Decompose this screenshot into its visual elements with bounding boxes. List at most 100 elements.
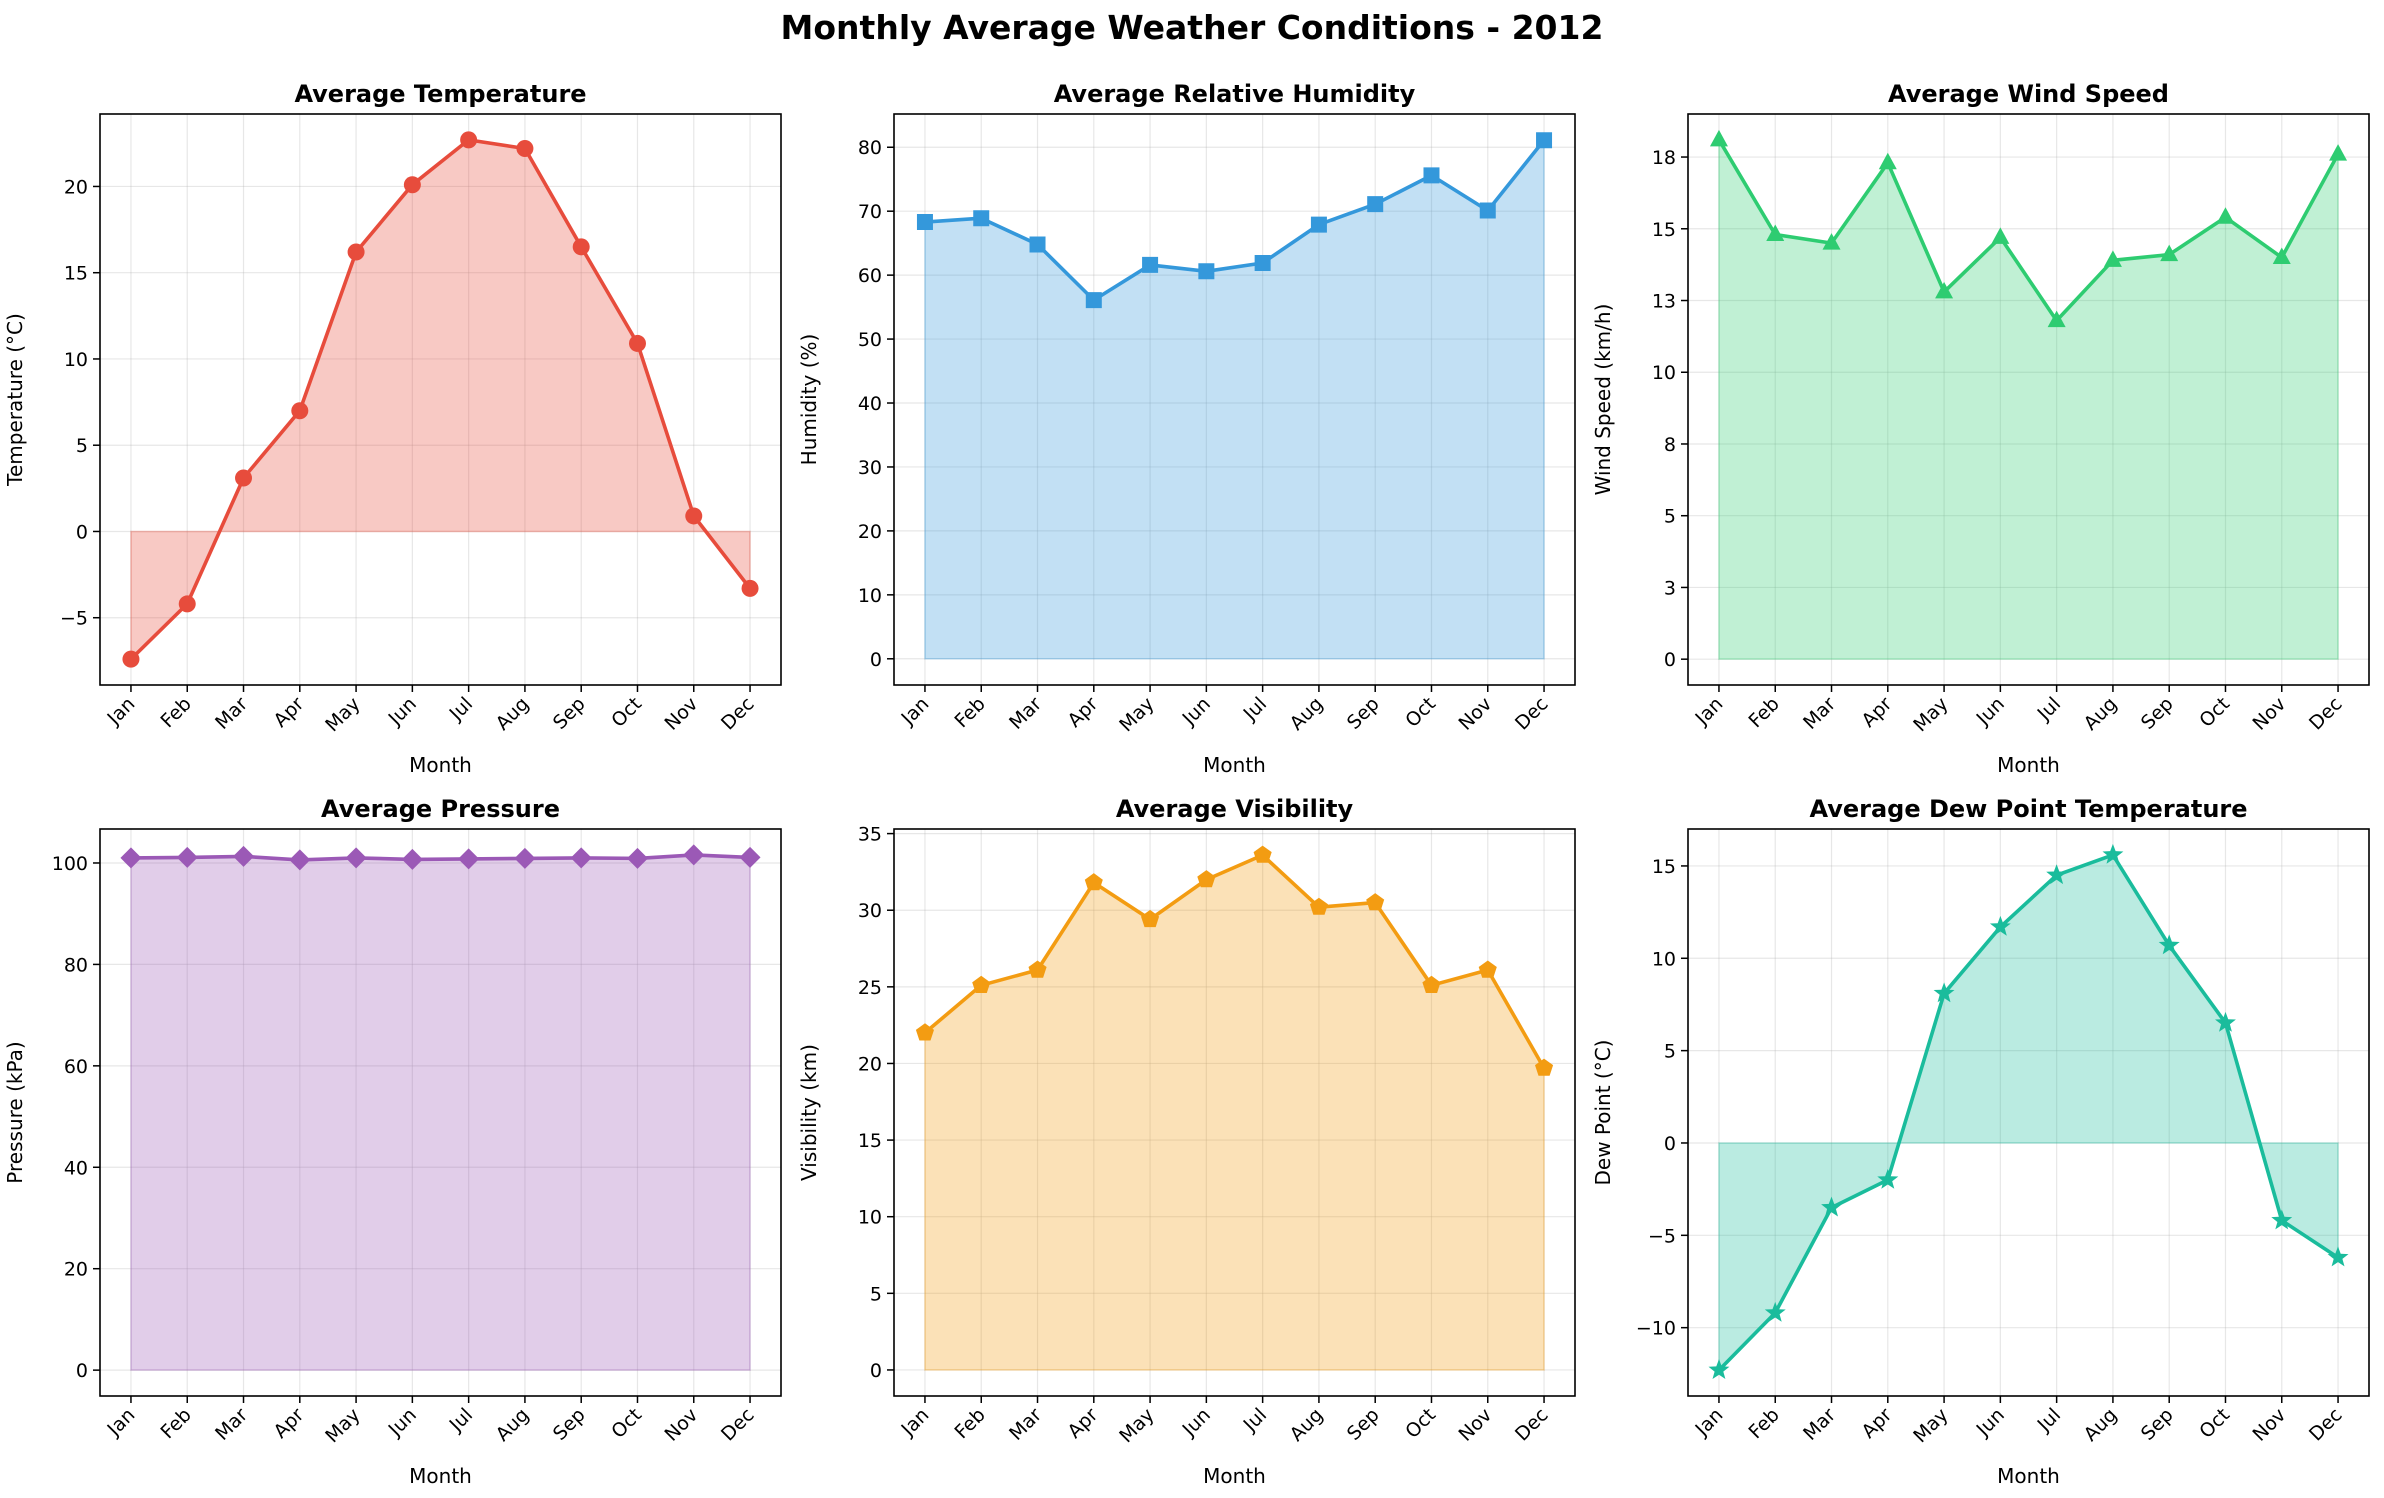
x-tick-label: Oct — [2195, 1404, 2234, 1443]
x-tick-label: Jul — [1239, 1404, 1271, 1436]
y-tick-label: 20 — [858, 1053, 882, 1075]
data-point — [973, 210, 990, 227]
y-tick-label: 40 — [64, 1157, 88, 1179]
x-tick-label: Dec — [1511, 693, 1553, 735]
x-tick-label: Apr — [270, 1404, 309, 1443]
data-point — [1935, 281, 1954, 299]
y-tick-label: 20 — [64, 1259, 88, 1281]
data-point — [1142, 256, 1159, 273]
data-point — [685, 507, 703, 525]
chart-title: Average Relative Humidity — [1054, 80, 1416, 108]
x-tick-label: Apr — [270, 693, 309, 732]
x-tick-label: May — [1909, 1404, 1952, 1447]
x-tick-label: Nov — [2249, 693, 2291, 735]
y-tick-label: 0 — [1664, 1133, 1676, 1155]
data-point — [120, 847, 142, 869]
data-point — [1198, 263, 1215, 280]
data-point — [233, 845, 255, 867]
data-point — [176, 846, 198, 868]
x-tick-label: Jan — [897, 1404, 934, 1441]
y-tick-label: 10 — [858, 1207, 882, 1229]
y-tick-label: 80 — [858, 137, 882, 159]
y-tick-label: 20 — [64, 176, 88, 198]
x-tick-label: Mar — [211, 693, 252, 734]
grid — [100, 114, 781, 685]
x-tick-label: May — [1115, 1404, 1158, 1447]
data-point — [2158, 934, 2180, 955]
series-line — [924, 139, 1546, 302]
series-area — [924, 854, 1545, 1371]
chart-panel-1: −5 0 5 10 15 20 Jan Feb Mar Apr May Jun Jul Aug Sep Oct… — [3, 80, 782, 777]
chart-panel-5: 0 5 10 15 20 25 30 35 Jan Feb Mar Apr May Jun Jul Aug Se… — [797, 795, 1576, 1488]
series-line — [923, 853, 1546, 1069]
x-tick-label: Dec — [1511, 1404, 1553, 1446]
data-point — [1028, 960, 1047, 978]
x-tick-label: Feb — [156, 1404, 195, 1443]
x-tick-label: Aug — [1286, 1404, 1328, 1446]
data-point — [1535, 1058, 1554, 1076]
y-tick-label: 15 — [64, 263, 88, 285]
y-tick-label: 15 — [858, 1130, 882, 1152]
y-tick-label: 10 — [1652, 948, 1676, 970]
data-point — [1141, 909, 1160, 928]
x-tick-label: Nov — [1455, 693, 1497, 735]
x-axis-label: Month — [409, 1464, 472, 1488]
y-tick-label: 3 — [1664, 577, 1676, 599]
figure-title: Monthly Average Weather Conditions - 201… — [780, 8, 1604, 47]
series-area — [1718, 853, 2339, 1372]
y-tick-label: 15 — [1652, 219, 1676, 241]
y-axis-label: Temperature (°C) — [3, 313, 27, 487]
y-tick-label: 10 — [1652, 362, 1676, 384]
x-tick-label: Feb — [1744, 1404, 1783, 1443]
x-tick-label: Jul — [445, 693, 477, 725]
x-tick-label: Jun — [1972, 1404, 2009, 1441]
x-tick-label: Jan — [1691, 1404, 1728, 1441]
data-point — [460, 131, 478, 149]
data-point — [1877, 1168, 1899, 1189]
x-tick-label: Dec — [717, 1404, 759, 1446]
y-axis-label: Humidity (%) — [797, 334, 821, 466]
chart-panel-3: 0 3 5 8 10 13 15 18 Jan Feb Mar Apr May Jun Jul Aug Sep O… — [1591, 80, 2370, 777]
x-tick-label: Jan — [1691, 693, 1728, 730]
data-point — [514, 847, 536, 869]
data-point — [2271, 1209, 2293, 1230]
x-tick-label: Jun — [1178, 1404, 1215, 1441]
grid — [100, 829, 781, 1396]
axes-frame — [99, 828, 782, 1397]
x-axis-label: Month — [1997, 1464, 2060, 1488]
data-point — [1423, 167, 1440, 184]
data-point — [1310, 216, 1327, 233]
data-point — [2047, 310, 2066, 328]
y-tick-label: 0 — [1664, 649, 1676, 671]
grid — [1688, 114, 2369, 685]
x-tick-label: Sep — [549, 1404, 590, 1445]
y-tick-label: 20 — [858, 521, 882, 543]
data-point — [235, 469, 253, 487]
x-tick-label: May — [321, 693, 364, 736]
data-point — [2329, 144, 2348, 161]
x-tick-label: Jun — [384, 1404, 421, 1441]
data-point — [1878, 152, 1897, 170]
data-point — [1991, 227, 2010, 244]
data-point — [1029, 236, 1046, 253]
y-tick-label: 35 — [858, 824, 882, 846]
data-point — [1709, 129, 1728, 147]
chart-panel-6: −10 −5 0 5 10 15 Jan Feb Mar Apr May Jun Jul Aug Sep Oc… — [1591, 795, 2370, 1488]
y-tick-label: 60 — [64, 1056, 88, 1078]
x-tick-label: Sep — [1343, 1404, 1384, 1445]
axes-frame — [893, 828, 1576, 1397]
x-tick-label: May — [1909, 693, 1952, 736]
y-tick-label: 25 — [858, 977, 882, 999]
data-point — [1708, 1359, 1730, 1379]
data-point — [1478, 960, 1497, 978]
data-point — [572, 238, 590, 256]
data-point — [1085, 292, 1102, 309]
data-point — [122, 650, 140, 668]
y-tick-label: 100 — [52, 853, 88, 875]
series-area — [130, 854, 751, 1371]
x-tick-label: Jun — [1178, 693, 1215, 730]
x-tick-label: Jan — [103, 1404, 140, 1441]
y-tick-label: 0 — [870, 649, 882, 671]
x-tick-label: May — [321, 1404, 364, 1447]
